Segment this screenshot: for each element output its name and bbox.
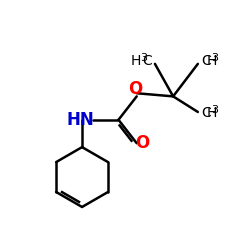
Text: H: H xyxy=(206,54,216,68)
Text: H: H xyxy=(130,54,140,68)
Text: O: O xyxy=(128,80,142,98)
Text: HN: HN xyxy=(66,111,94,129)
Text: O: O xyxy=(135,134,150,152)
Text: 3: 3 xyxy=(140,52,147,62)
Text: H: H xyxy=(206,106,216,120)
Text: 3: 3 xyxy=(212,105,218,115)
Text: C: C xyxy=(201,54,211,68)
Text: C: C xyxy=(201,106,211,120)
Text: C: C xyxy=(142,54,152,68)
Text: 3: 3 xyxy=(212,52,218,62)
